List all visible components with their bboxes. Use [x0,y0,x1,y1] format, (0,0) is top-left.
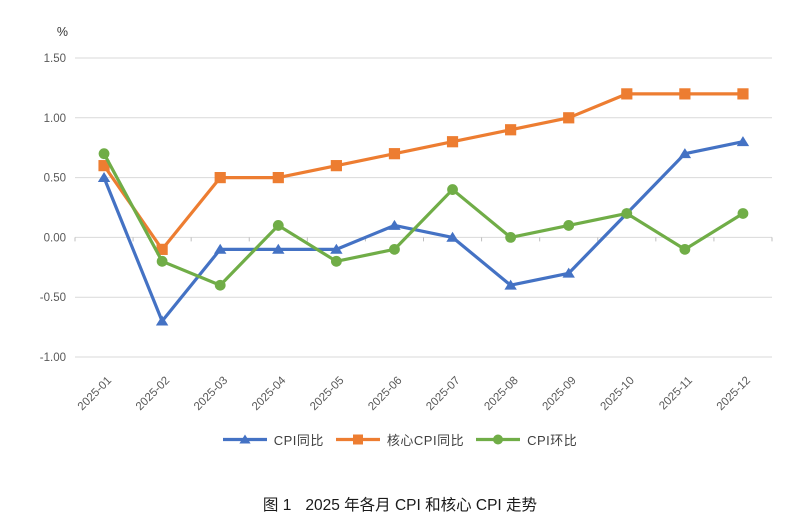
svg-text:2025-12: 2025-12 [715,375,753,413]
legend-label: CPI环比 [527,432,578,448]
series-核心CPI同比 [98,88,749,255]
svg-text:2025-03: 2025-03 [192,375,230,413]
figure-caption: 图 1 2025 年各月 CPI 和核心 CPI 走势 [0,493,800,515]
figure-title: 2025 年各月 CPI 和核心 CPI 走势 [305,497,538,514]
svg-text:2025-08: 2025-08 [482,375,520,413]
legend-label: CPI同比 [273,432,324,448]
svg-text:2025-07: 2025-07 [424,375,462,413]
svg-text:2025-10: 2025-10 [599,375,637,413]
legend-item-core-cpi-yoy: 核心CPI同比 [335,430,465,449]
svg-text:-1.00: -1.00 [40,352,66,364]
svg-text:2025-11: 2025-11 [657,375,695,413]
svg-text:1.50: 1.50 [44,53,66,65]
legend-marker-square-icon [335,434,380,444]
legend-marker-circle-icon [476,434,521,444]
y-axis-labels: -1.00 -0.50 0.00 0.50 1.00 1.50 [40,53,66,364]
svg-text:2025-04: 2025-04 [250,374,289,413]
series-CPI环比 [98,148,749,291]
legend-item-cpi-yoy: CPI同比 [222,430,324,449]
svg-text:2025-06: 2025-06 [366,375,404,413]
svg-text:0.00: 0.00 [44,232,66,244]
svg-text:-0.50: -0.50 [40,292,66,304]
svg-text:0.50: 0.50 [44,173,66,185]
svg-text:2025-01: 2025-01 [76,375,114,413]
svg-text:2025-02: 2025-02 [134,375,172,413]
chart-canvas: -1.00-0.500.000.501.001.50%2025-01 2025-0… [40,25,773,413]
legend-item-cpi-mom: CPI环比 [476,430,577,449]
legend-marker-triangle-icon [222,434,267,443]
svg-text:2025-09: 2025-09 [540,375,578,413]
svg-text:2025-05: 2025-05 [308,375,346,413]
x-axis-labels: 2025-01 2025-02 2025-03 2025-04 2025-05 2025-… [76,374,753,413]
series-CPI同比 [97,136,750,326]
gridlines [75,57,772,358]
cpi-line-chart: -1.00 -0.50 0.00 0.50 1.00 1.50% 2025-01 2025-0… [40,25,773,413]
legend-label: 核心CPI同比 [386,432,465,448]
y-axis-unit-label: % [57,25,68,39]
svg-text:1.00: 1.00 [44,113,66,125]
chart-legend: CPI同比 核心CPI同比 CPI环比 [0,428,800,450]
figure-number: 图 1 [262,497,292,514]
